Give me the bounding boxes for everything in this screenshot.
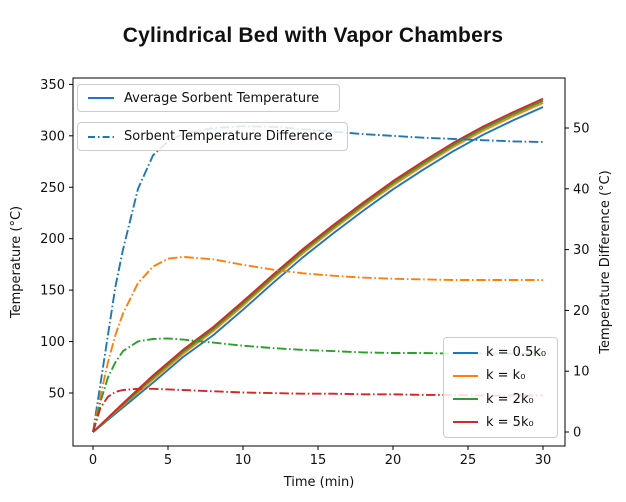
y-left-tick-label: 300	[40, 129, 65, 144]
x-tick-label: 5	[164, 453, 172, 468]
solid-line-sample	[88, 97, 114, 99]
legend-item-k-05k0: k = 0.5k₀	[453, 345, 548, 360]
x-axis-label: Time (min)	[283, 475, 355, 490]
line-sample-red	[453, 421, 478, 424]
y-right-tick-label: 50	[573, 122, 590, 137]
legend-label: k = k₀	[486, 368, 526, 384]
y-left-tick-label: 100	[40, 335, 65, 350]
legend-k-values: k = 0.5k₀ k = k₀ k = 2k₀ k = 5k₀	[443, 337, 558, 438]
dashdot-line-sample	[88, 135, 114, 138]
x-tick-label: 20	[385, 453, 402, 468]
x-tick-label: 10	[235, 453, 252, 468]
y-left-axis-label: Temperature (°C)	[9, 206, 24, 319]
legend-label: k = 5k₀	[486, 414, 534, 430]
line-sample-green	[453, 398, 478, 401]
line-sample-orange	[453, 374, 478, 377]
line-sample-blue	[453, 351, 478, 354]
x-tick-label: 25	[460, 453, 477, 468]
legend-label: k = 0.5k₀	[486, 345, 547, 360]
legend-item-k-2k0: k = 2k₀	[453, 392, 548, 407]
x-tick-label: 30	[535, 453, 552, 468]
y-left-tick-label: 150	[40, 284, 65, 299]
y-right-axis-label: Temperature Difference (°C)	[598, 170, 613, 354]
curve-avg-temp-k-5k0	[92, 97, 544, 433]
y-right-tick-label: 40	[573, 182, 590, 197]
y-left-tick-label: 50	[48, 386, 65, 401]
y-left-tick-label: 250	[40, 181, 65, 196]
legend-item-k-5k0: k = 5k₀	[453, 415, 548, 430]
legend-average-temperature: Average Sorbent Temperature	[77, 84, 340, 112]
y-right-tick-label: 20	[573, 304, 590, 319]
chart-title: Cylindrical Bed with Vapor Chambers	[122, 24, 504, 47]
y-right-tick-label: 0	[573, 426, 581, 441]
y-right-tick-label: 10	[573, 365, 590, 380]
y-right-tick-label: 30	[573, 243, 590, 258]
x-tick-label: 15	[310, 453, 327, 468]
curve-avg-temp-k-2k0	[92, 99, 544, 433]
legend-temperature-difference: Sorbent Temperature Difference	[77, 122, 348, 151]
legend-item-k-1k0: k = k₀	[453, 368, 548, 383]
y-left-tick-label: 350	[40, 78, 65, 93]
legend-label: Average Sorbent Temperature	[124, 90, 320, 106]
x-tick-label: 0	[89, 453, 97, 468]
axes-frame	[72, 77, 566, 447]
y-left-tick-label: 200	[40, 232, 65, 247]
legend-label: k = 2k₀	[486, 391, 534, 407]
curve-avg-temp-k-0.5k0	[92, 106, 544, 433]
legend-label: Sorbent Temperature Difference	[124, 129, 333, 144]
